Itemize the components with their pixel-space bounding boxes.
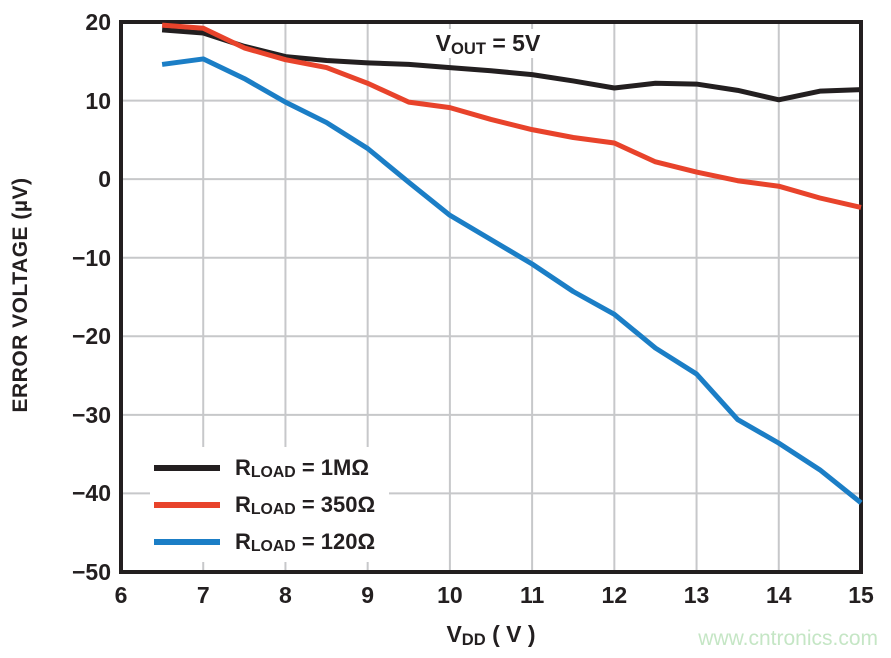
x-tick-label: 9 bbox=[361, 582, 375, 608]
legend-label-symbol: R bbox=[235, 491, 251, 517]
x-tick-label: 10 bbox=[437, 582, 463, 608]
y-tick-label: −30 bbox=[71, 401, 111, 428]
y-tick-label: −20 bbox=[71, 323, 111, 350]
y-tick-label: −50 bbox=[71, 559, 111, 585]
legend-label-350ohm: RLOAD = 350Ω bbox=[235, 492, 375, 518]
y-axis-title-text: ERROR VOLTAGE (µV) bbox=[9, 177, 32, 413]
legend-item-120ohm: RLOAD = 120Ω bbox=[154, 523, 375, 560]
series-line-rload-120- bbox=[161, 56, 863, 505]
legend-label-subscript: LOAD bbox=[250, 538, 296, 556]
y-axis-title: ERROR VOLTAGE (µV) bbox=[9, 178, 33, 413]
legend-label-symbol: R bbox=[235, 454, 251, 480]
x-tick-label: 11 bbox=[519, 582, 545, 608]
annotation-symbol: V bbox=[435, 30, 452, 56]
legend-item-1mohm: RLOAD = 1MΩ bbox=[154, 449, 375, 486]
legend-swatch-blue-line bbox=[154, 538, 220, 545]
plot-border bbox=[119, 20, 863, 574]
y-tick-label: −40 bbox=[71, 480, 111, 507]
legend: RLOAD = 1MΩ RLOAD = 350Ω RLOAD = 120Ω bbox=[150, 447, 390, 562]
x-axis-title-symbol: V bbox=[446, 621, 462, 647]
x-axis-title-subscript: DD bbox=[461, 629, 486, 649]
series-line-rload-1m- bbox=[161, 27, 862, 103]
y-tick-label: 20 bbox=[85, 9, 111, 35]
legend-swatch-black-line bbox=[154, 464, 220, 471]
legend-item-350ohm: RLOAD = 350Ω bbox=[154, 486, 375, 523]
annotation-subscript: OUT bbox=[451, 38, 486, 58]
y-tick-label: 10 bbox=[85, 87, 111, 114]
legend-label-value: = 350Ω bbox=[295, 491, 376, 517]
x-tick-label: 13 bbox=[683, 582, 710, 608]
x-tick-label: 8 bbox=[279, 582, 292, 608]
x-tick-label: 7 bbox=[196, 582, 210, 608]
legend-label-value: = 1MΩ bbox=[295, 454, 370, 480]
x-axis-title-units: ( V ) bbox=[485, 621, 536, 647]
legend-label-subscript: LOAD bbox=[250, 501, 296, 519]
x-tick-label: 15 bbox=[848, 582, 874, 608]
legend-label-120ohm: RLOAD = 120Ω bbox=[235, 529, 375, 555]
legend-swatch-red-line bbox=[154, 501, 220, 508]
x-tick-label: 14 bbox=[765, 582, 792, 608]
watermark: www.cntronics.com bbox=[698, 627, 878, 650]
vout-annotation: VOUT = 5V bbox=[425, 29, 551, 58]
legend-label-value: = 120Ω bbox=[295, 528, 376, 554]
legend-label-1mohm: RLOAD = 1MΩ bbox=[235, 455, 369, 481]
y-tick-label: 0 bbox=[98, 166, 111, 193]
legend-label-symbol: R bbox=[235, 528, 251, 554]
legend-label-subscript: LOAD bbox=[250, 464, 296, 482]
x-tick-label: 12 bbox=[601, 582, 628, 608]
x-tick-label: 6 bbox=[114, 582, 128, 608]
y-tick-label: −10 bbox=[71, 244, 111, 271]
series-line-rload-350- bbox=[161, 22, 862, 210]
x-axis-title: VDD ( V ) bbox=[446, 621, 535, 648]
annotation-value: = 5V bbox=[485, 30, 541, 56]
